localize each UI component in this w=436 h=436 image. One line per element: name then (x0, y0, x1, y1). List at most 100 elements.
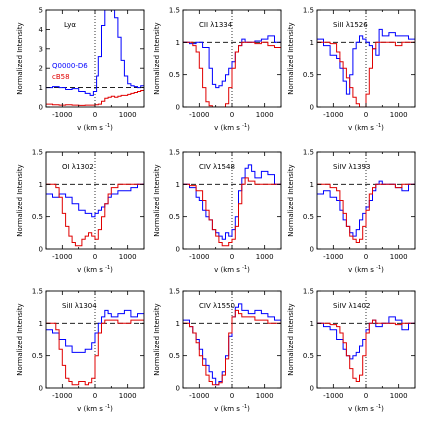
x-tick-label: 0 (364, 253, 368, 261)
y-tick-label: 1.5 (169, 149, 180, 157)
x-tick-label: 1000 (256, 111, 274, 119)
series-line-cb58 (317, 319, 415, 382)
x-tick-label: -1000 (52, 111, 72, 119)
spectrum-panel: -1000 0 1000 0 1 2 3 4 5 Lyα Normalized Intensity v… (16, 7, 145, 132)
spectrum-panel: -1000 0 1000 0 0.5 1 1.5 CIV λ1548 Normalized In… (153, 149, 282, 274)
x-tick-label: -1000 (189, 111, 209, 119)
series-line-q0000-d6 (183, 35, 281, 89)
series-line-cb58 (46, 183, 144, 247)
spectrum-panel: -1000 0 1000 0 0.5 1 1.5 OI λ1302 Normalized Int… (16, 149, 145, 274)
y-tick-label: 1.5 (32, 288, 43, 296)
y-axis-label: Normalized Intensity (287, 22, 295, 94)
y-tick-label: 0.5 (169, 213, 180, 221)
panel-title: SiII λ1526 (333, 21, 368, 29)
x-tick-label: -1000 (323, 111, 343, 119)
y-tick-label: 1 (39, 181, 43, 189)
y-tick-label: 1 (39, 84, 43, 92)
panel-title: CIV λ1550 (199, 302, 235, 310)
spectrum-panel: -1000 0 1000 0 0.5 1 1.5 CIV λ1550 Normalized In… (153, 288, 282, 413)
y-tick-label: 1.5 (169, 288, 180, 296)
y-tick-label: 1 (310, 320, 314, 328)
spectrum-panel: -1000 0 1000 0 0.5 1 1.5 SiII λ1526 Normalized I… (287, 7, 416, 132)
y-tick-label: 0 (39, 385, 43, 393)
y-tick-label: 0.5 (169, 352, 180, 360)
y-tick-label: 0 (310, 385, 314, 393)
y-tick-label: 1 (176, 181, 180, 189)
x-tick-label: 0 (93, 392, 97, 400)
x-tick-label: 0 (230, 111, 234, 119)
x-tick-label: 1000 (256, 392, 274, 400)
x-tick-label: 1000 (119, 392, 137, 400)
y-tick-label: 0 (39, 246, 43, 254)
x-tick-label: -1000 (189, 392, 209, 400)
y-tick-label: 0.5 (303, 71, 314, 79)
series-line-cb58 (317, 41, 415, 107)
spectrum-panel: -1000 0 1000 0 0.5 1 1.5 SiIV λ1393 Normalized I… (287, 149, 416, 274)
x-tick-label: 0 (230, 392, 234, 400)
panel-title: OI λ1302 (62, 163, 94, 171)
x-axis-label: v (km s -1) (214, 404, 250, 413)
y-tick-label: 0.5 (32, 213, 43, 221)
series-line-q0000-d6 (183, 164, 281, 240)
panel-title: SiIV λ1402 (333, 302, 370, 310)
y-axis-label: Normalized Intensity (16, 22, 24, 94)
y-tick-label: 0 (310, 246, 314, 254)
y-tick-label: 0 (176, 246, 180, 254)
spectrum-panel: -1000 0 1000 0 0.5 1 1.5 SiIV λ1402 Normalized I… (287, 288, 416, 413)
y-tick-label: 1.5 (169, 7, 180, 15)
legend-entry: cB58 (52, 73, 70, 81)
x-tick-label: 1000 (390, 111, 408, 119)
spectrum-panel: -1000 0 1000 0 0.5 1 1.5 CII λ1334 Normalized In… (153, 7, 282, 132)
y-tick-label: 0.5 (303, 352, 314, 360)
y-tick-label: 1.5 (303, 149, 314, 157)
x-axis-label: v (km s -1) (214, 265, 250, 274)
y-tick-label: 1.5 (303, 7, 314, 15)
x-tick-label: -1000 (189, 253, 209, 261)
y-axis-label: Normalized Intensity (153, 164, 161, 236)
x-tick-label: 0 (93, 253, 97, 261)
panel-title: CIV λ1548 (199, 163, 235, 171)
y-tick-label: 0 (39, 104, 43, 112)
series-line-cb58 (183, 177, 281, 247)
y-axis-label: Normalized Intensity (153, 22, 161, 94)
legend-entry: Q0000-D6 (52, 62, 88, 70)
series-line-cb58 (46, 89, 144, 106)
y-tick-label: 0 (176, 385, 180, 393)
x-tick-label: 1000 (390, 392, 408, 400)
series-line-q0000-d6 (46, 10, 144, 96)
y-tick-label: 1.5 (32, 149, 43, 157)
y-tick-label: 1 (176, 320, 180, 328)
y-tick-label: 1 (310, 181, 314, 189)
x-axis-label: v (km s -1) (77, 265, 113, 274)
series-line-cb58 (46, 319, 144, 386)
x-axis-label: v (km s -1) (77, 123, 113, 132)
x-tick-label: 1000 (119, 253, 137, 261)
series-line-cb58 (183, 41, 281, 107)
x-tick-label: 0 (230, 253, 234, 261)
x-tick-label: -1000 (52, 392, 72, 400)
x-tick-label: 0 (364, 392, 368, 400)
x-tick-label: 0 (93, 111, 97, 119)
y-tick-label: 1 (39, 320, 43, 328)
y-tick-label: 1 (310, 39, 314, 47)
series-line-cb58 (183, 309, 281, 386)
x-tick-label: 1000 (390, 253, 408, 261)
x-tick-label: -1000 (52, 253, 72, 261)
series-line-cb58 (317, 183, 415, 243)
panel-title: Lyα (64, 21, 76, 29)
series-line-q0000-d6 (317, 316, 415, 360)
y-axis-label: Normalized Intensity (287, 164, 295, 236)
x-tick-label: 1000 (256, 253, 274, 261)
series-line-q0000-d6 (46, 181, 144, 218)
panel-title: SiIV λ1393 (333, 163, 370, 171)
y-axis-label: Normalized Intensity (287, 303, 295, 375)
panel-title: SiII λ1304 (62, 302, 97, 310)
x-axis-label: v (km s -1) (348, 265, 384, 274)
y-tick-label: 1 (176, 39, 180, 47)
x-tick-label: -1000 (323, 392, 343, 400)
y-tick-label: 0.5 (32, 352, 43, 360)
y-tick-label: 0.5 (169, 71, 180, 79)
series-line-q0000-d6 (46, 309, 144, 353)
x-axis-label: v (km s -1) (348, 404, 384, 413)
spectrum-panel: -1000 0 1000 0 0.5 1 1.5 SiII λ1304 Normalized I… (16, 288, 145, 413)
